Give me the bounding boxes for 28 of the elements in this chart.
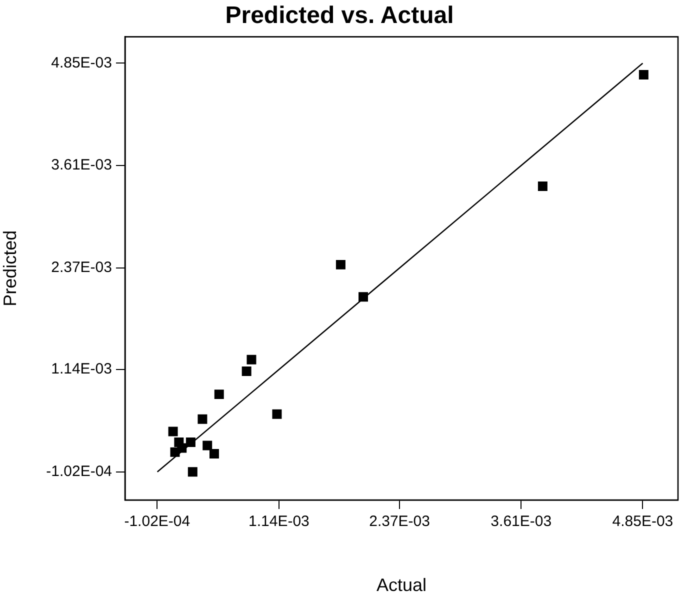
point <box>188 467 198 477</box>
y-tick-label: 2.37E-03 <box>51 259 112 276</box>
y-axis-title: Predicted <box>0 230 20 306</box>
y-tick-label: 3.61E-03 <box>51 156 112 174</box>
point <box>186 437 196 447</box>
point <box>538 182 548 191</box>
x-tick-label: -1.02E-04 <box>124 513 190 530</box>
y-tick-label: 4.85E-03 <box>51 54 112 72</box>
x-tick-label: 2.37E-03 <box>369 513 430 530</box>
point <box>246 354 256 364</box>
point <box>202 440 212 450</box>
y-tick-label: -1.02E-04 <box>46 463 112 480</box>
point <box>214 390 224 400</box>
x-tick-label: 1.14E-03 <box>248 513 310 530</box>
point <box>168 426 178 436</box>
x-tick-label: 3.61E-03 <box>490 513 552 530</box>
point <box>638 70 648 80</box>
x-axis-title: Actual <box>376 575 427 596</box>
point <box>209 449 219 459</box>
y-tick-label: 1.14E-03 <box>51 360 112 378</box>
point <box>198 414 208 424</box>
x-tick-label: 4.85E-03 <box>612 513 674 530</box>
point <box>170 447 180 457</box>
point <box>358 292 368 302</box>
chart-title: Predicted vs. Actual <box>225 2 454 30</box>
point <box>336 260 346 270</box>
point <box>242 366 252 376</box>
point <box>272 409 282 419</box>
